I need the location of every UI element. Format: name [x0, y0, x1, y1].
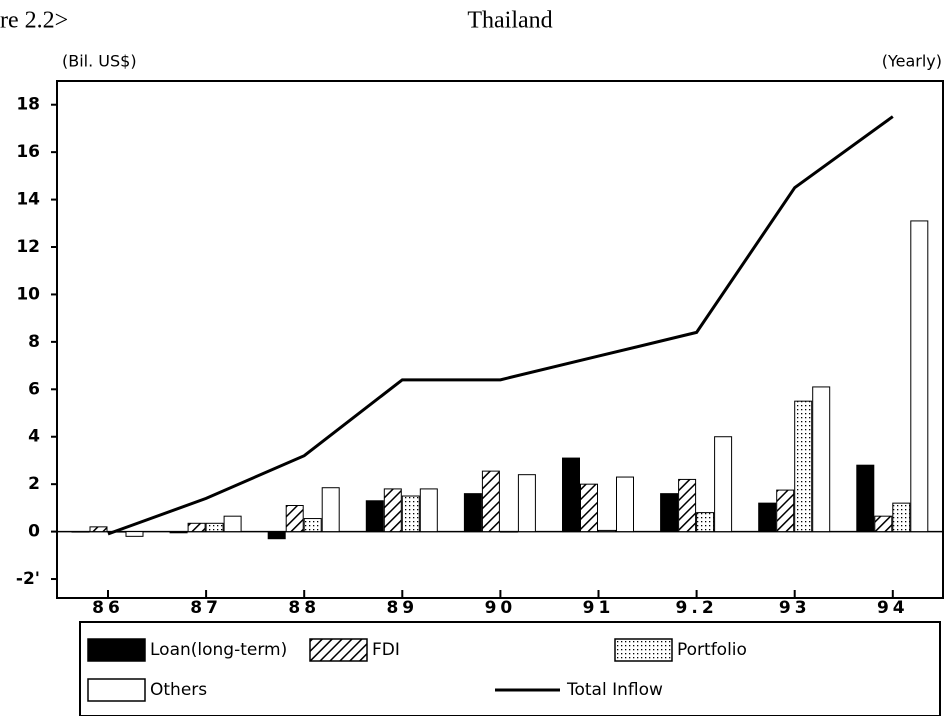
bar: [892, 502, 911, 533]
bar: [365, 500, 384, 533]
legend-box: [79, 621, 941, 716]
chart-title: Thailand: [467, 8, 552, 34]
bar: [580, 483, 598, 533]
bar: [696, 512, 715, 533]
bar: [812, 386, 831, 533]
bar: [303, 518, 322, 533]
legend-label: Total Inflow: [566, 680, 663, 700]
bar: [463, 493, 482, 533]
bar: [678, 478, 697, 533]
bar: [205, 522, 224, 533]
bar: [910, 220, 929, 533]
x-tick-label: 91: [583, 598, 615, 618]
y-tick-label: 2: [28, 474, 40, 494]
bar: [89, 526, 108, 533]
bar: [401, 495, 420, 533]
x-tick-label: 9.2: [676, 598, 718, 618]
bar: [598, 529, 616, 533]
legend-swatch: [87, 638, 146, 662]
bar: [758, 502, 777, 533]
y-tick-label: 14: [16, 190, 40, 210]
bar: [285, 505, 304, 533]
y-unit-label: (Bil. US$): [62, 52, 137, 71]
bar: [481, 470, 500, 533]
bar: [874, 515, 893, 533]
legend-label: Portfolio: [677, 640, 747, 660]
legend-swatch: [614, 638, 673, 662]
bar: [616, 476, 634, 533]
frequency-label: (Yearly): [882, 52, 942, 71]
bar: [794, 400, 813, 533]
bar: [187, 522, 206, 533]
y-tick-label: 16: [16, 142, 40, 162]
bar: [267, 531, 286, 540]
legend-label: Loan(long-term): [150, 640, 287, 660]
bar: [517, 474, 536, 533]
bar: [856, 464, 875, 533]
x-tick-label: 86: [92, 598, 124, 618]
x-tick-label: 88: [288, 598, 320, 618]
bar: [223, 515, 242, 533]
total-line: [107, 115, 894, 536]
x-tick-label: 90: [485, 598, 517, 618]
legend-swatch: [309, 638, 368, 662]
y-tick-label: 0: [28, 522, 40, 542]
x-tick-label: 89: [386, 598, 418, 618]
bar: [660, 493, 679, 533]
bar: [419, 488, 438, 533]
y-tick-label: 12: [16, 237, 40, 257]
legend-label: Others: [150, 680, 207, 700]
legend-label: FDI: [372, 640, 400, 660]
bar: [499, 531, 518, 533]
legend-swatch: [87, 678, 146, 702]
figure-label: re 2.2>: [0, 8, 68, 34]
y-tick-label: -2': [16, 569, 40, 589]
bar: [169, 531, 188, 534]
y-tick-label: 4: [28, 427, 40, 447]
bar: [776, 489, 795, 533]
bar: [125, 531, 144, 537]
y-tick-label: 10: [16, 284, 40, 304]
bar: [714, 436, 733, 533]
x-tick-label: 87: [190, 598, 222, 618]
bar: [71, 531, 90, 533]
x-tick-label: 93: [779, 598, 811, 618]
bar: [383, 488, 402, 533]
y-tick-label: 8: [28, 332, 40, 352]
y-tick-label: 6: [28, 379, 40, 399]
bar: [321, 487, 340, 533]
bar: [562, 457, 580, 533]
x-tick-label: 94: [877, 598, 909, 618]
y-tick-label: 18: [16, 95, 40, 115]
